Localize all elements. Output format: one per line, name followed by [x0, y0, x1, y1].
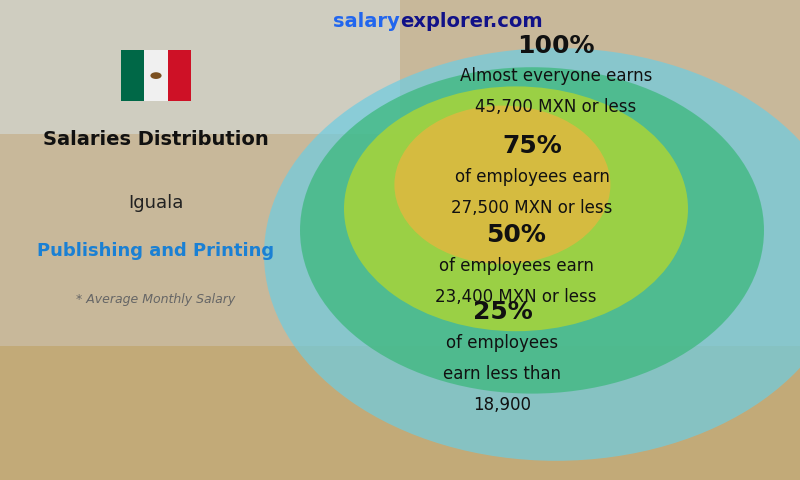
Text: of employees earn: of employees earn [454, 168, 610, 186]
Text: of employees: of employees [446, 334, 558, 351]
Bar [0, 346, 800, 480]
Text: 45,700 MXN or less: 45,700 MXN or less [475, 98, 637, 116]
Text: salary: salary [334, 12, 400, 31]
Text: 23,400 MXN or less: 23,400 MXN or less [435, 288, 597, 306]
Text: Publishing and Printing: Publishing and Printing [38, 242, 274, 260]
Ellipse shape [264, 48, 800, 461]
Text: * Average Monthly Salary: * Average Monthly Salary [76, 293, 236, 306]
Text: 50%: 50% [486, 223, 546, 247]
Bar [0, 0, 400, 134]
Circle shape [150, 72, 162, 79]
Text: Salaries Distribution: Salaries Distribution [43, 130, 269, 149]
Text: 25%: 25% [473, 300, 532, 324]
Ellipse shape [394, 106, 610, 264]
Text: of employees earn: of employees earn [438, 257, 594, 275]
Text: explorer.com: explorer.com [400, 12, 542, 31]
Text: earn less than: earn less than [443, 365, 562, 383]
Text: 18,900: 18,900 [474, 396, 531, 414]
Text: 100%: 100% [518, 34, 594, 58]
Text: Almost everyone earns: Almost everyone earns [460, 67, 652, 85]
Text: 75%: 75% [502, 134, 562, 158]
Text: Iguala: Iguala [128, 194, 184, 213]
Ellipse shape [344, 86, 688, 331]
Ellipse shape [300, 67, 764, 394]
Bar [168, 50, 191, 101]
Bar [144, 50, 168, 101]
Text: 27,500 MXN or less: 27,500 MXN or less [451, 199, 613, 217]
Bar [121, 50, 144, 101]
